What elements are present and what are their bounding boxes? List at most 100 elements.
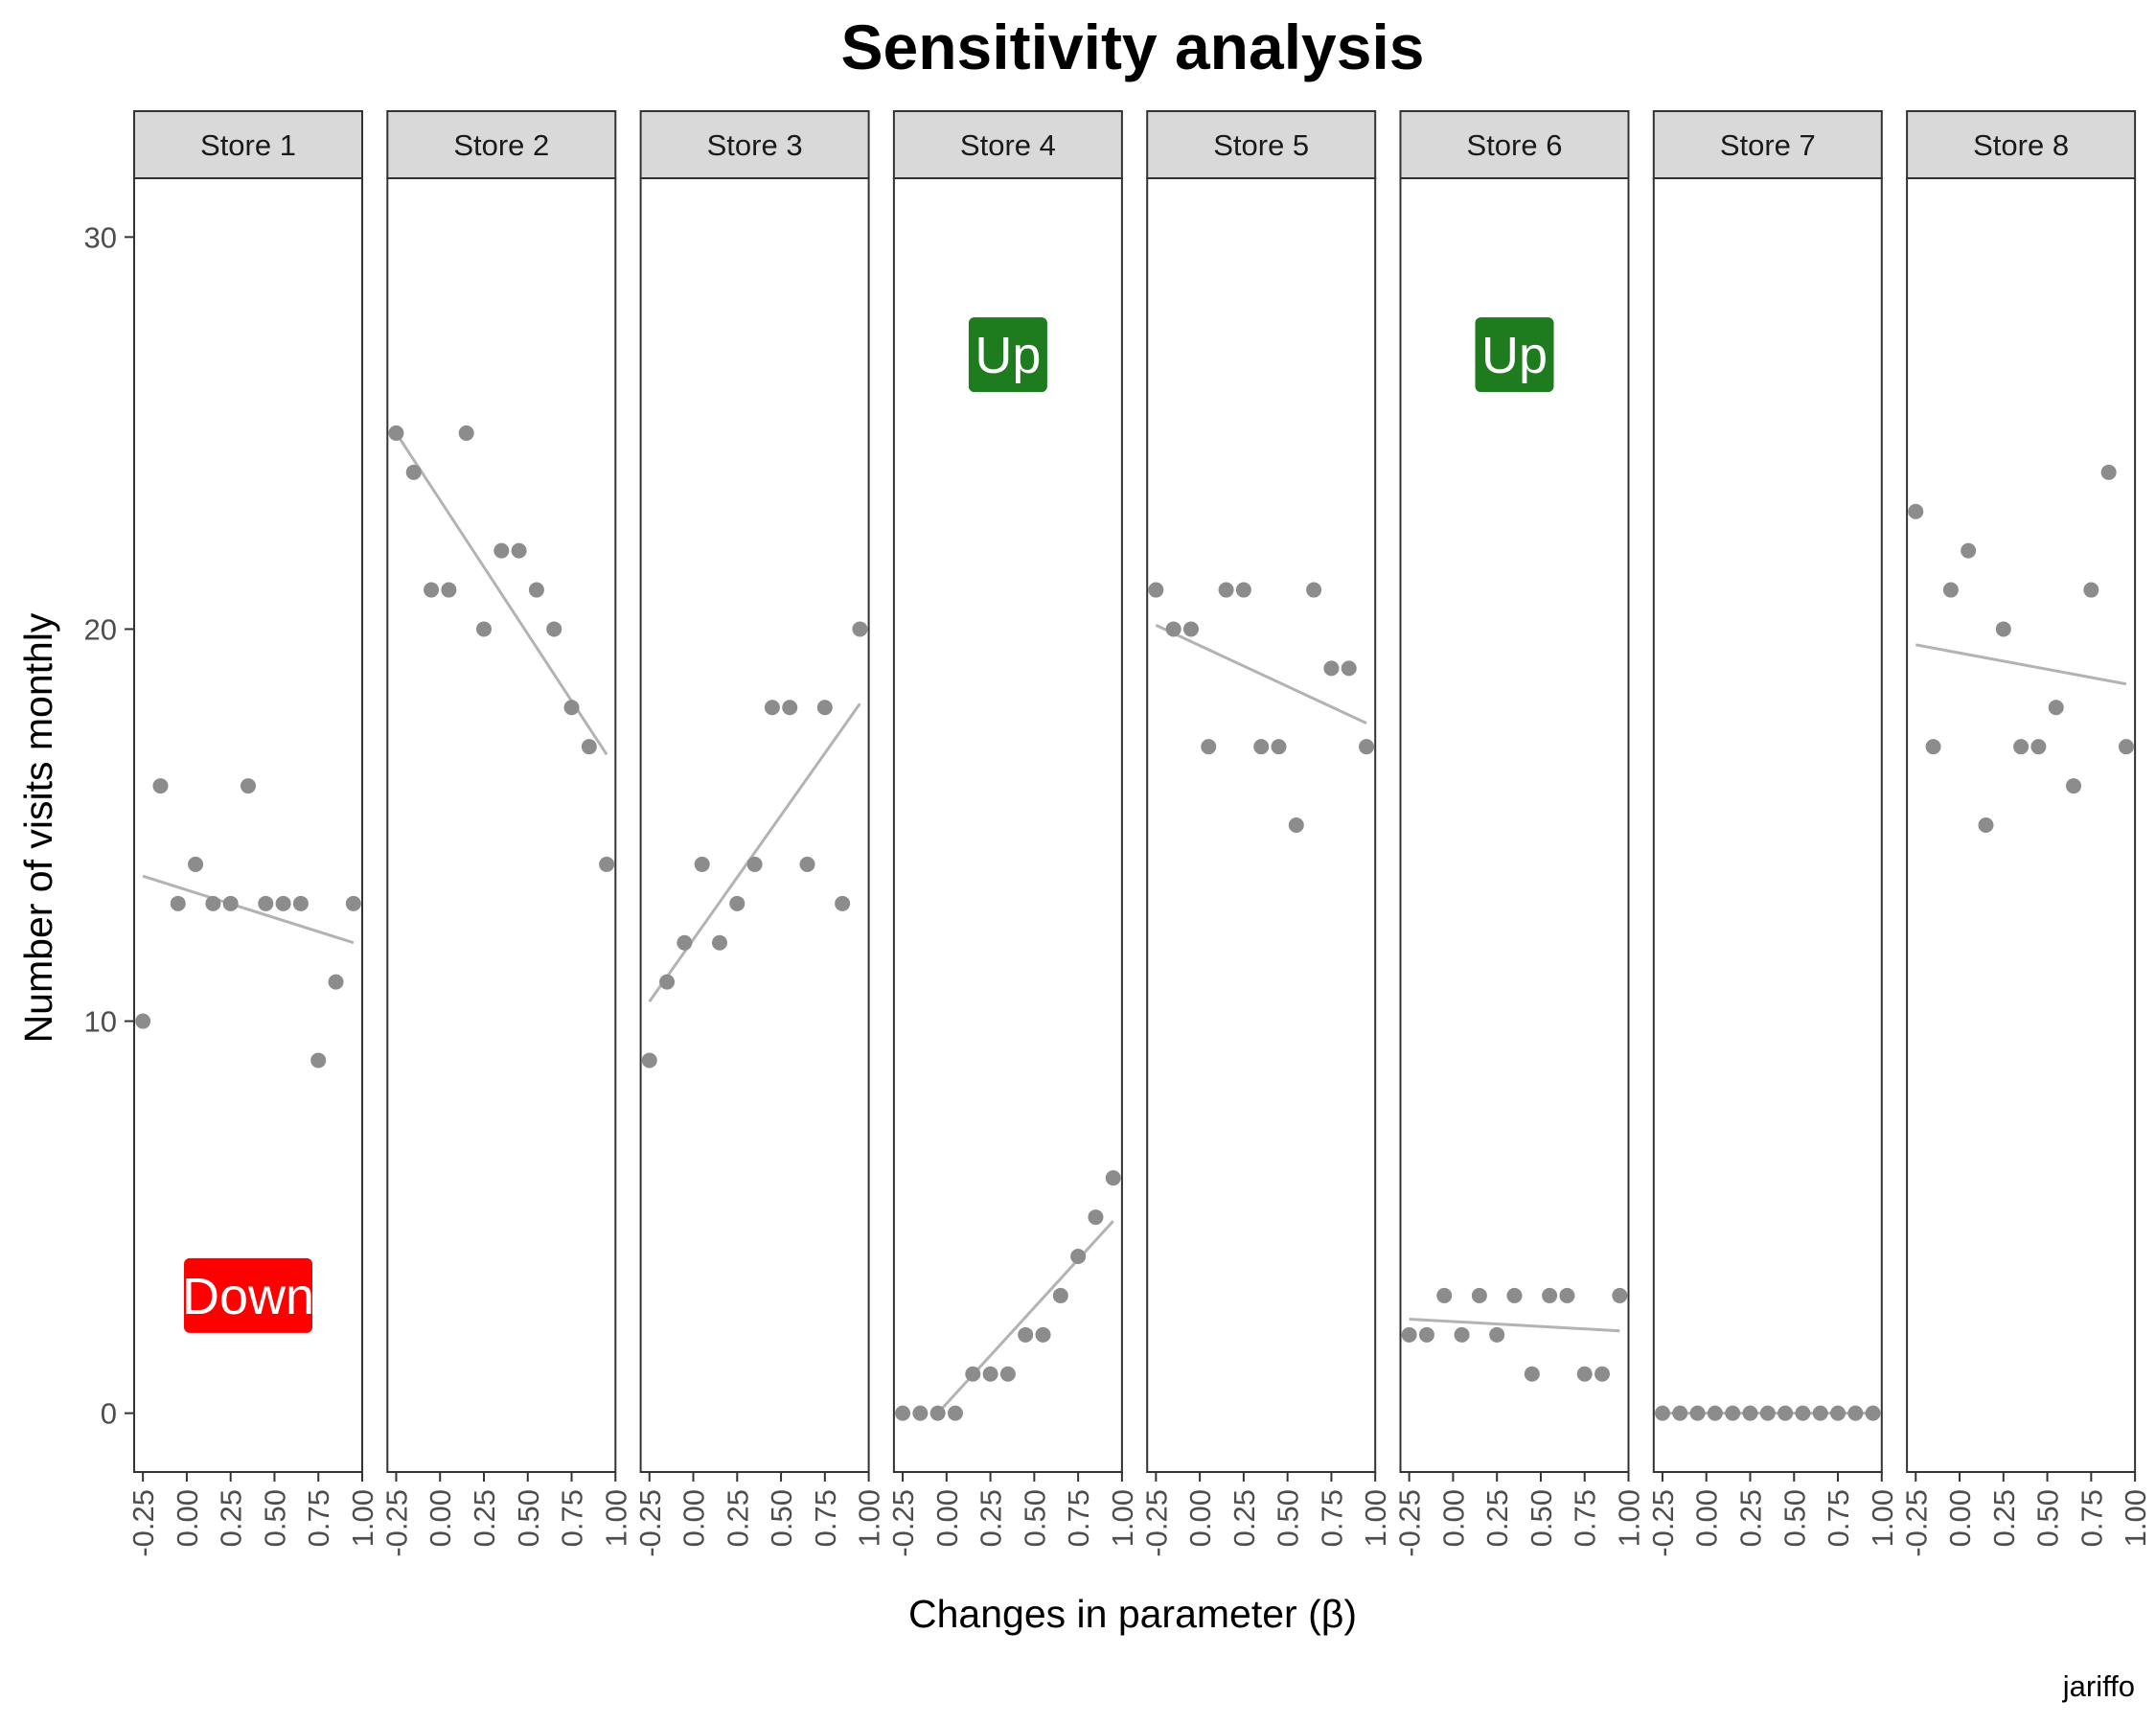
x-tick-label: 0.25 bbox=[721, 1489, 754, 1547]
data-point bbox=[1341, 660, 1357, 677]
facet-panel-7: Store 7 -0.25 0.00 0.25 0.50 0.75 1.00 bbox=[1646, 110, 1899, 1557]
x-tick-label: 0.75 bbox=[1822, 1489, 1855, 1547]
x-tick-label: 0.75 bbox=[1569, 1489, 1602, 1547]
data-point bbox=[1018, 1326, 1034, 1343]
data-point bbox=[511, 542, 527, 559]
x-tick-label: 0.50 bbox=[1778, 1489, 1811, 1547]
data-point bbox=[1707, 1405, 1723, 1421]
data-point bbox=[1742, 1405, 1758, 1421]
data-point bbox=[345, 895, 361, 911]
x-tick-label: 0.00 bbox=[1183, 1489, 1217, 1547]
x-tick-label: 0.50 bbox=[1272, 1489, 1305, 1547]
data-point bbox=[599, 856, 615, 872]
x-tick-label: 0.50 bbox=[512, 1489, 545, 1547]
x-tick-label: -0.25 bbox=[1899, 1489, 1933, 1557]
data-point bbox=[999, 1366, 1016, 1382]
data-point bbox=[799, 856, 815, 872]
data-point bbox=[1847, 1405, 1864, 1421]
data-point bbox=[292, 895, 309, 911]
data-point bbox=[581, 739, 597, 755]
y-axis: 0 10 20 30 bbox=[84, 220, 134, 1431]
x-tick-label: 0.50 bbox=[1525, 1489, 1558, 1547]
data-point bbox=[1524, 1366, 1540, 1382]
data-point bbox=[1105, 1170, 1121, 1186]
data-point bbox=[1052, 1287, 1068, 1303]
data-point bbox=[310, 1052, 327, 1069]
x-tick-label: -0.25 bbox=[1646, 1489, 1680, 1557]
x-tick-label: 0.00 bbox=[1690, 1489, 1724, 1547]
x-tick-label: 0.75 bbox=[302, 1489, 335, 1547]
data-point bbox=[275, 895, 291, 911]
x-tick-label: 0.25 bbox=[975, 1489, 1008, 1547]
data-point bbox=[1506, 1287, 1523, 1303]
data-point bbox=[729, 895, 745, 911]
data-point bbox=[441, 582, 457, 598]
x-tick-label: 0.50 bbox=[2031, 1489, 2065, 1547]
data-point bbox=[1306, 582, 1322, 598]
facet-strip bbox=[639, 110, 870, 179]
facet-strip bbox=[1906, 110, 2137, 179]
trend-badge bbox=[1475, 317, 1554, 393]
x-tick-label: -0.25 bbox=[379, 1489, 413, 1557]
x-tick-label: 0.25 bbox=[1227, 1489, 1261, 1547]
x-tick-label: 0.25 bbox=[215, 1489, 248, 1547]
data-point bbox=[2013, 739, 2030, 755]
data-point bbox=[1148, 582, 1164, 598]
data-point bbox=[1594, 1366, 1611, 1382]
data-point bbox=[835, 895, 851, 911]
data-point bbox=[694, 856, 710, 872]
data-point bbox=[1070, 1249, 1087, 1264]
data-point bbox=[982, 1366, 998, 1382]
data-point bbox=[1725, 1405, 1741, 1421]
x-tick-label: -0.25 bbox=[126, 1489, 160, 1557]
data-point bbox=[2030, 739, 2047, 755]
x-tick-label: 0.25 bbox=[1480, 1489, 1514, 1547]
facet-strip-label: Store 3 bbox=[707, 128, 803, 162]
facet-strip bbox=[1146, 110, 1377, 179]
panel-border bbox=[1652, 177, 1883, 1473]
data-point bbox=[1271, 739, 1287, 755]
data-point bbox=[641, 1052, 657, 1069]
x-tick-label: 1.00 bbox=[1866, 1489, 1899, 1547]
facet-strip-label: Store 6 bbox=[1467, 128, 1563, 162]
data-point bbox=[1778, 1405, 1794, 1421]
data-point bbox=[1088, 1209, 1104, 1226]
facet-strip bbox=[386, 110, 617, 179]
data-point bbox=[947, 1405, 963, 1421]
x-tick-label: 0.75 bbox=[809, 1489, 842, 1547]
data-point bbox=[152, 778, 169, 794]
x-tick-label: 0.75 bbox=[1062, 1489, 1095, 1547]
data-point bbox=[782, 700, 798, 716]
trend-badge-label: Down bbox=[182, 1268, 314, 1325]
x-tick-label: 0.25 bbox=[468, 1489, 501, 1547]
x-tick-label: 1.00 bbox=[853, 1489, 886, 1547]
data-point bbox=[563, 700, 580, 716]
data-point bbox=[1418, 1326, 1434, 1343]
panel-border bbox=[1399, 177, 1630, 1473]
data-point bbox=[1925, 739, 1941, 755]
data-point bbox=[170, 895, 186, 911]
chart-title: Sensitivity analysis bbox=[841, 12, 1425, 82]
x-tick-label: 0.50 bbox=[258, 1489, 291, 1547]
data-point bbox=[135, 1013, 151, 1029]
facet-panel-6: Store 6 -0.25 0.00 0.25 0.50 0.75 1.00 Up bbox=[1393, 110, 1646, 1557]
x-tick-label: 1.00 bbox=[1613, 1489, 1646, 1547]
data-point bbox=[1830, 1405, 1846, 1421]
data-point bbox=[1542, 1287, 1558, 1303]
data-point bbox=[1612, 1287, 1628, 1303]
data-point bbox=[1942, 582, 1959, 598]
data-point bbox=[1995, 621, 2011, 637]
x-tick-label: 1.00 bbox=[1106, 1489, 1139, 1547]
data-point bbox=[1218, 582, 1234, 598]
data-point bbox=[1672, 1405, 1688, 1421]
data-point bbox=[2118, 739, 2134, 755]
data-point bbox=[1359, 739, 1375, 755]
x-tick-label: 0.00 bbox=[1436, 1489, 1470, 1547]
x-tick-label: 0.00 bbox=[677, 1489, 711, 1547]
facet-panel-1: Store 1 -0.25 0.00 0.25 0.50 0.75 1.00 Down bbox=[126, 110, 379, 1557]
facet-panel-2: Store 2 -0.25 0.00 0.25 0.50 0.75 1.00 bbox=[379, 110, 632, 1557]
data-point bbox=[1454, 1326, 1470, 1343]
data-point bbox=[965, 1366, 981, 1382]
data-point bbox=[677, 934, 693, 951]
